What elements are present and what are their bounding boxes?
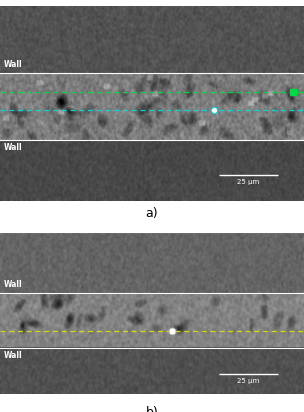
Text: Wall: Wall (4, 280, 22, 289)
Text: a): a) (146, 207, 158, 220)
Text: b): b) (146, 406, 158, 412)
Text: Wall: Wall (4, 143, 22, 152)
Text: Wall: Wall (4, 351, 22, 360)
Text: Wall: Wall (4, 60, 22, 69)
Text: 25 μm: 25 μm (237, 179, 260, 185)
Text: 25 μm: 25 μm (237, 378, 260, 384)
